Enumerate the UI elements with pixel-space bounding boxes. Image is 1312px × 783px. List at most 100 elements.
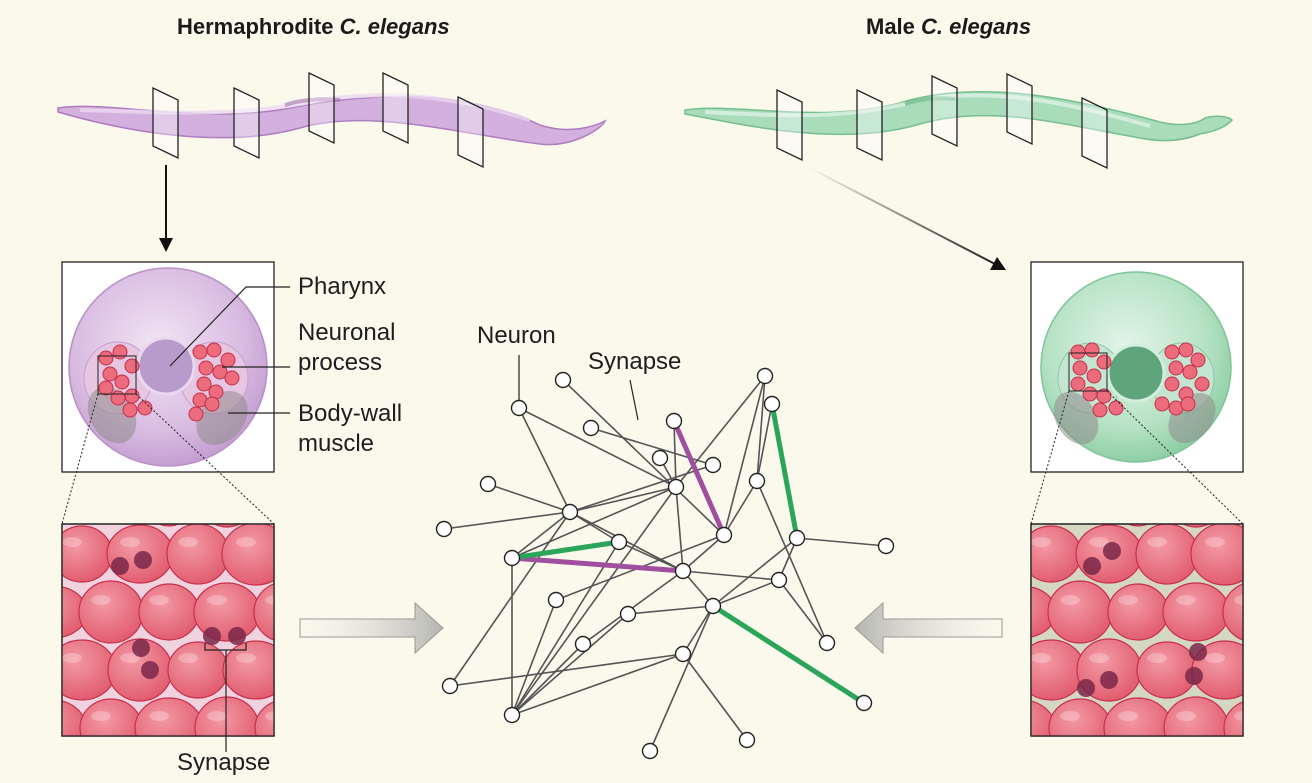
cell-highlight — [1234, 595, 1243, 605]
muscle-cell — [1078, 757, 1140, 783]
muscle-cell — [1048, 698, 1112, 736]
muscle-cell — [1193, 755, 1257, 783]
cell-highlight — [120, 537, 140, 547]
cell-highlight — [4, 769, 24, 779]
cell-highlight — [973, 537, 993, 547]
neuronal-process-dot — [1070, 376, 1086, 392]
cell-highlight — [1292, 479, 1312, 489]
label-leader-lines — [169, 286, 290, 414]
muscle-cell — [963, 755, 1023, 783]
network-edge — [756, 375, 766, 482]
muscle-cell — [253, 468, 317, 524]
neuron-node — [674, 645, 692, 663]
cell-highlight — [1176, 595, 1196, 605]
muscle-cell — [1278, 581, 1312, 643]
cell-highlight — [1292, 711, 1312, 721]
neuronal-process-dot — [1180, 396, 1196, 412]
muscle-cell — [62, 525, 113, 583]
neuronal-process-dot — [1154, 396, 1170, 412]
cell-highlight — [33, 711, 53, 721]
cell-nucleus — [203, 627, 221, 645]
micrograph-synapse-label: Synapse — [177, 749, 271, 776]
neuron-node — [788, 529, 806, 547]
neuronal-process-dot — [1072, 360, 1088, 376]
muscle-cell — [1182, 524, 1210, 528]
muscle-cell — [1252, 640, 1312, 700]
muscle-cell — [1190, 524, 1243, 586]
neuron-node — [763, 395, 781, 413]
neuron-node — [667, 478, 685, 496]
network-edge — [675, 486, 684, 572]
neuronal-process-dot — [98, 380, 114, 396]
muscle-cell — [158, 524, 180, 527]
cell-highlight — [973, 653, 993, 663]
neuron-node — [738, 731, 756, 749]
muscle-cell — [310, 699, 376, 757]
cell-highlight — [62, 653, 82, 663]
hermaphrodite-title-prefix: Hermaphrodite — [177, 14, 340, 39]
muscle-cell — [1107, 583, 1169, 641]
cell-highlight — [1118, 479, 1138, 489]
cell-highlight — [1031, 537, 1051, 547]
hermaphrodite-specific-edge — [671, 419, 727, 537]
network-edge — [682, 605, 714, 655]
muscle-cell — [0, 755, 54, 783]
neuronal-process-dot — [1164, 344, 1180, 360]
network-edge — [778, 579, 828, 644]
cell-highlight — [1147, 769, 1167, 779]
cell-highlight — [62, 537, 82, 547]
hermaphrodite-section-planes — [152, 71, 484, 169]
muscle-cell — [1253, 758, 1312, 783]
muscle-cell — [1282, 467, 1312, 525]
muscle-cell — [253, 583, 274, 641]
cell-highlight — [1060, 479, 1080, 489]
neuronal-process-dot — [188, 406, 204, 422]
network-synapse-label: Synapse — [588, 348, 682, 375]
network-edge — [756, 480, 828, 644]
network-edge — [511, 486, 677, 559]
neuronal-process-dot — [1194, 376, 1210, 392]
muscle-cell — [0, 527, 51, 581]
cell-highlight — [1031, 769, 1051, 779]
cell-highlight — [1205, 653, 1225, 663]
network-edge — [618, 541, 684, 572]
cell-highlight — [91, 479, 111, 489]
network-edge — [449, 511, 571, 687]
neuron-node — [441, 677, 459, 695]
cell-nucleus — [1077, 679, 1095, 697]
network-edge — [511, 599, 557, 716]
network-edge — [511, 486, 677, 716]
cell-highlight — [91, 711, 111, 721]
cell-highlight — [1002, 479, 1022, 489]
cell-highlight — [91, 595, 111, 605]
muscle-cell — [1251, 526, 1312, 582]
cell-highlight — [178, 653, 198, 663]
male-specific-edge — [711, 603, 866, 706]
muscle-cell — [213, 524, 241, 528]
cell-nucleus — [141, 661, 159, 679]
neuronal-process-dot — [1096, 388, 1112, 404]
neuronal-process-dot — [1070, 344, 1086, 360]
neuron-node — [574, 635, 592, 653]
muscle-cell — [966, 527, 1020, 581]
cell-highlight — [120, 769, 140, 779]
network-edge — [682, 534, 725, 572]
muscle-cell — [254, 701, 274, 736]
network-edge — [723, 375, 766, 536]
network-edge — [487, 483, 571, 513]
cell-highlight — [265, 595, 274, 605]
neuronal-process-dot — [98, 350, 114, 366]
neuron-node — [479, 475, 497, 493]
neuronal-process-dot — [1182, 364, 1198, 380]
cell-highlight — [178, 537, 198, 547]
cell-highlight — [4, 653, 24, 663]
cell-highlight — [1147, 653, 1167, 663]
cell-highlight — [294, 769, 314, 779]
cell-highlight — [149, 479, 169, 489]
cell-highlight — [1176, 479, 1196, 489]
cell-nucleus — [1100, 671, 1118, 689]
cell-highlight — [1205, 769, 1225, 779]
neuron-node — [503, 706, 521, 724]
neuronal-process-dot — [220, 352, 236, 368]
neuronal-process-dot — [1086, 368, 1102, 384]
